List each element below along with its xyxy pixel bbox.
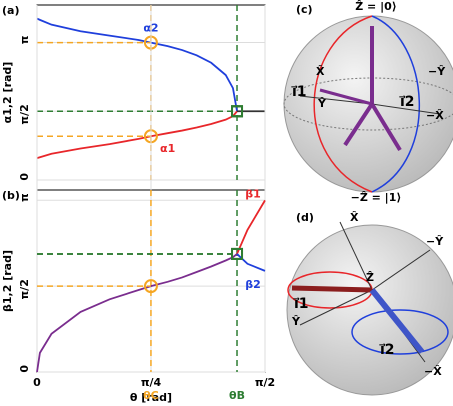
- marker: [143, 279, 158, 294]
- vector-label: i⃗1: [293, 296, 309, 312]
- arrow: [369, 288, 425, 354]
- axis-label: X̂: [316, 65, 325, 78]
- arrow: [291, 285, 373, 293]
- y-tick-label: π/2: [18, 104, 31, 124]
- axis-label: −Ŷ: [426, 235, 444, 248]
- axis: [371, 249, 431, 291]
- panel-label: (b): [2, 189, 20, 202]
- y-tick-label: 0: [18, 173, 31, 181]
- series-label: β1: [245, 187, 261, 200]
- axis-label: −X̂: [426, 109, 444, 122]
- axis-label: −Ŷ: [428, 65, 446, 78]
- axis-label: Ẑ: [366, 271, 374, 284]
- panel-label: (d): [296, 211, 314, 224]
- guide-label: θB: [229, 389, 245, 402]
- axis-label: X̂: [350, 211, 359, 224]
- y-tick-label: π: [18, 35, 31, 44]
- y-tick-label: π: [18, 193, 31, 202]
- sphere-d: (d) X̂ −Ŷ Ẑ i⃗1 i⃗2 Ŷ −X̂: [286, 211, 453, 396]
- arrow: [370, 102, 402, 152]
- series-label: β2: [245, 278, 261, 291]
- axis: [339, 221, 373, 291]
- series-line: [236, 199, 266, 255]
- axis-label: −X̂: [424, 365, 442, 378]
- axis-label: Ŷ: [317, 97, 327, 110]
- vector-label: i⃗2: [399, 94, 415, 110]
- blue-path: [351, 309, 449, 355]
- x-tick-label: π/2: [255, 376, 275, 389]
- axis: [371, 103, 441, 115]
- panel-label: (a): [2, 4, 19, 17]
- series-line: [36, 110, 238, 159]
- x-tick-label: 0: [33, 376, 41, 389]
- axis-label: Ẑ = |0⟩: [355, 0, 397, 13]
- series-line: [236, 253, 266, 272]
- panel-label: (c): [296, 3, 313, 16]
- sphere: [286, 224, 453, 396]
- axis: [299, 289, 373, 326]
- series-label: α1: [160, 142, 175, 155]
- vector-label: i⃗1: [291, 84, 307, 100]
- axis-label: −Ẑ = |1⟩: [351, 191, 402, 204]
- axis: [299, 95, 373, 105]
- marker: [231, 105, 244, 118]
- y-tick-label: 0: [18, 365, 31, 373]
- vector-label: i⃗2: [379, 342, 395, 358]
- x-axis-label: θ [rad]: [130, 391, 172, 404]
- arrow: [343, 102, 374, 147]
- arrow: [319, 88, 373, 106]
- y-axis-label: β1,2 [rad]: [1, 250, 14, 312]
- marker: [231, 247, 244, 260]
- blue-path: [371, 15, 421, 193]
- y-tick-label: π/2: [18, 279, 31, 299]
- y-axis-label: α1,2 [rad]: [1, 62, 14, 124]
- series-line: [36, 17, 238, 112]
- sphere-c: (c) Ẑ = |0⟩ −Ẑ = |1⟩ X̂ −Ŷ −X̂ Ŷ i⃗1 i⃗2: [283, 0, 453, 204]
- series-line: [36, 253, 238, 373]
- red-path: [313, 15, 373, 193]
- guide-label: θC: [143, 389, 159, 402]
- axis-label: Ŷ: [291, 315, 301, 328]
- x-tick-label: π/4: [141, 376, 162, 389]
